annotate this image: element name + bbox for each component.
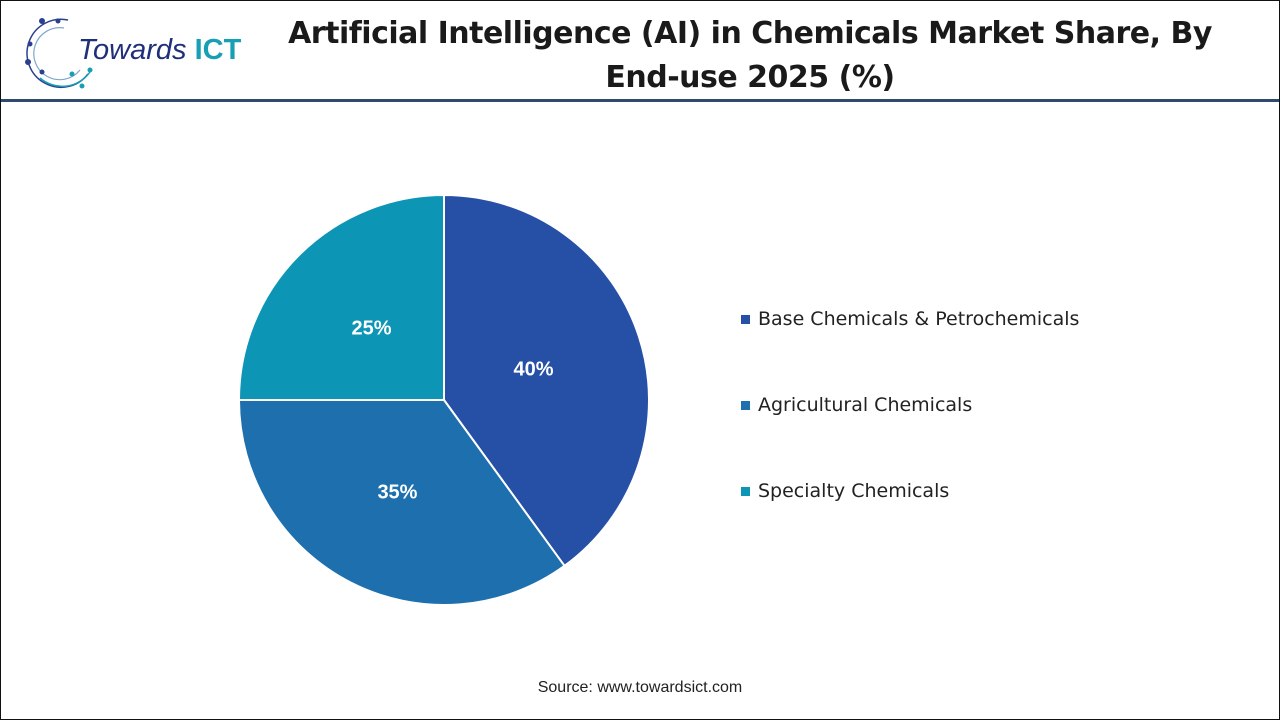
legend-item: Specialty Chemicals xyxy=(741,480,949,502)
logo-text: Towards ICT xyxy=(78,34,242,66)
data-label: 35% xyxy=(377,481,417,503)
pie-slice-base-chemicals-petrochemicals xyxy=(443,193,650,568)
header-divider xyxy=(1,99,1279,102)
source-note: Source: www.towardsict.com xyxy=(537,679,743,696)
logo-orbit-icon xyxy=(25,18,93,89)
data-label: 25% xyxy=(352,318,392,340)
data-label: 40% xyxy=(513,358,553,380)
legend-label: Agricultural Chemicals xyxy=(758,394,973,416)
legend-label: Base Chemicals & Petrochemicals xyxy=(758,308,1080,330)
legend-swatch xyxy=(741,486,750,496)
legend-item: Base Chemicals & Petrochemicals xyxy=(741,308,1079,330)
legend-label: Specialty Chemicals xyxy=(758,480,950,502)
pie-slice-agricultural-chemicals xyxy=(237,399,566,606)
legend-swatch xyxy=(741,314,750,324)
legend-swatch xyxy=(741,400,750,410)
towards-ict-logo: Towards ICT xyxy=(20,12,241,92)
pie-slice-specialty-chemicals xyxy=(237,193,445,401)
chart-title: Artificial Intelligence (AI) in Chemical… xyxy=(288,16,1212,95)
legend-item: Agricultural Chemicals xyxy=(741,394,972,416)
